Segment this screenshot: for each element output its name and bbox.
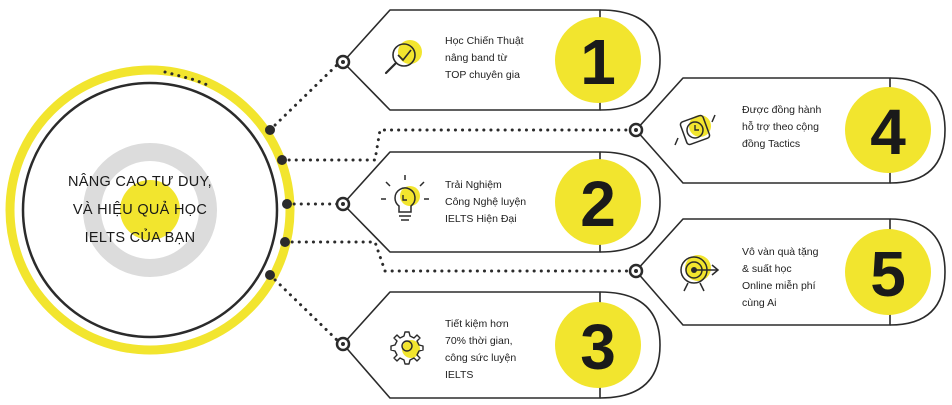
card-1-number-circle (555, 17, 641, 103)
center-title: NÂNG CAO TƯ DUY, VÀ HIỆU QUẢ HỌC IELTS C… (40, 168, 240, 252)
card-1 (335, 9, 661, 111)
dotted-connectors (163, 60, 634, 345)
card-2-text: Trải Nghiệm Công Nghệ luyện IELTS Hiện Đ… (445, 177, 526, 228)
card-3-line: Tiết kiệm hơn (445, 318, 509, 330)
gear-icon (390, 331, 424, 365)
card-2-number: 2 (580, 168, 616, 240)
card-2-cap (599, 151, 661, 253)
card-5-cap (889, 218, 946, 326)
center-title-line-1: NÂNG CAO TƯ DUY, (68, 174, 212, 190)
ring-dots-top (163, 70, 212, 88)
connector-1 (268, 60, 342, 132)
card-4-number-circle (845, 87, 931, 173)
card-2-line: Công Nghệ luyện (445, 196, 527, 208)
numbers: 1 2 3 4 5 (580, 26, 906, 383)
card-2-line: Trải Nghiệm (445, 179, 502, 191)
card-3-text: Tiết kiệm hơn 70% thời gian, công sức lu… (445, 316, 516, 384)
center-title-line-2: VÀ HIỆU QUẢ HỌC (72, 202, 208, 218)
card-4 (628, 77, 946, 184)
connector-4 (280, 128, 634, 162)
target-magnifier-icon (384, 40, 422, 75)
card-3-line: IELTS (445, 369, 474, 381)
card-1-cap (599, 9, 661, 111)
card-2-number-circle (555, 159, 641, 245)
card-2 (335, 151, 661, 253)
card-1-line: nâng band từ (445, 52, 508, 64)
card-5-text: Vô vàn quà tặng & suất học Online miễn p… (742, 244, 818, 312)
card-5-line: cùng Ai (742, 297, 777, 309)
card-4-anchor-dot (634, 128, 638, 132)
center-title-line-3: IELTS CỦA BẠN (84, 230, 196, 246)
card-4-line: đồng Tactics (742, 138, 801, 150)
outer-yellow-ring (5, 65, 295, 355)
card-3-cap (599, 291, 661, 399)
card-4-line: Được đồng hành (742, 104, 822, 116)
card-1-text: Học Chiến Thuật nâng band từ TOP chuyên … (445, 33, 524, 84)
card-5 (628, 218, 946, 326)
card-3-anchor-dot (341, 342, 345, 346)
target-arrow-icon (680, 255, 720, 292)
card-3-number: 3 (580, 311, 616, 383)
card-4-number: 4 (870, 96, 906, 168)
card-1-number: 1 (580, 26, 616, 98)
yellow-center-dot (120, 180, 180, 240)
card-5-line: Vô vàn quà tặng (742, 246, 819, 258)
connector-5 (283, 240, 634, 273)
card-5-anchor-dot (634, 269, 638, 273)
inner-dark-ring (21, 81, 279, 339)
card-1-anchor-dot (341, 60, 345, 64)
card-3 (335, 291, 661, 399)
card-1-line: TOP chuyên gia (445, 69, 520, 81)
card-4-line: hỗ trợ theo cộng (742, 121, 819, 133)
card-3-line: 70% thời gian, (445, 335, 513, 347)
card-5-line: & suất học (742, 263, 792, 275)
connector-3 (268, 273, 342, 345)
card-3-line: công sức luyện (445, 352, 517, 364)
lightbulb-icon (381, 175, 429, 221)
card-4-cap (889, 77, 946, 184)
card-4-text: Được đồng hành hỗ trợ theo cộng đồng Tac… (742, 102, 821, 153)
card-5-number-circle (845, 229, 931, 315)
card-2-line: IELTS Hiện Đại (445, 213, 517, 225)
card-5-line: Online miễn phí (742, 280, 816, 292)
card-2-anchor-dot (341, 202, 345, 206)
watch-icon (674, 114, 716, 146)
gray-decor-ring (83, 143, 217, 277)
card-3-number-circle (555, 302, 641, 388)
card-1-line: Học Chiến Thuật (445, 35, 524, 47)
card-5-number: 5 (870, 238, 906, 310)
